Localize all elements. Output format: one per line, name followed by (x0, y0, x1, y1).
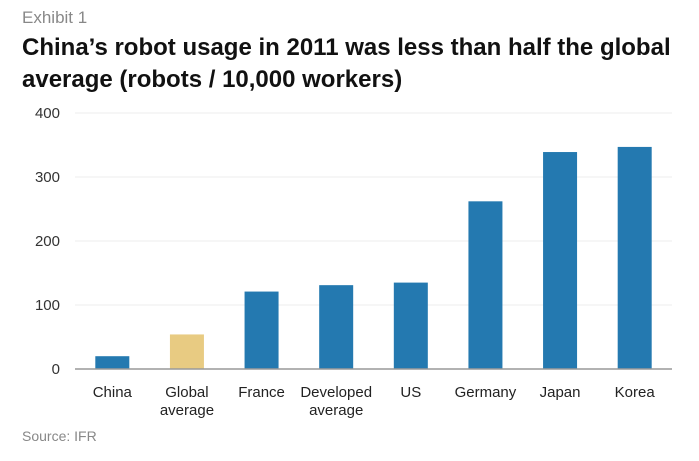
source-note: Source: IFR (22, 428, 97, 444)
bar-germany (468, 201, 503, 369)
bar-france (244, 291, 279, 369)
chart-title: China’s robot usage in 2011 was less tha… (22, 34, 671, 93)
x-tick-label: France (238, 384, 285, 401)
x-tick-label: Korea (615, 384, 656, 401)
bar-japan (543, 152, 578, 369)
x-tick-label: US (400, 384, 421, 401)
bar-developed-average (319, 285, 354, 369)
y-tick-label: 300 (35, 169, 60, 186)
bar-global-average (169, 334, 204, 369)
x-tick-label: Developed (300, 384, 372, 401)
x-tick-label: Germany (455, 384, 517, 401)
y-tick-label: 400 (35, 105, 60, 122)
x-tick-label: China (93, 384, 133, 401)
bar-korea (617, 146, 652, 369)
exhibit-label: Exhibit 1 (22, 8, 88, 27)
bar-us (393, 282, 428, 369)
x-tick-label: Global (165, 384, 208, 401)
y-tick-label: 100 (35, 297, 60, 314)
x-tick-label: average (309, 402, 363, 419)
x-tick-label: average (160, 402, 214, 419)
x-tick-label: Japan (540, 384, 581, 401)
y-tick-label: 200 (35, 233, 60, 250)
bar-china (95, 356, 130, 369)
y-tick-label: 0 (52, 361, 60, 378)
